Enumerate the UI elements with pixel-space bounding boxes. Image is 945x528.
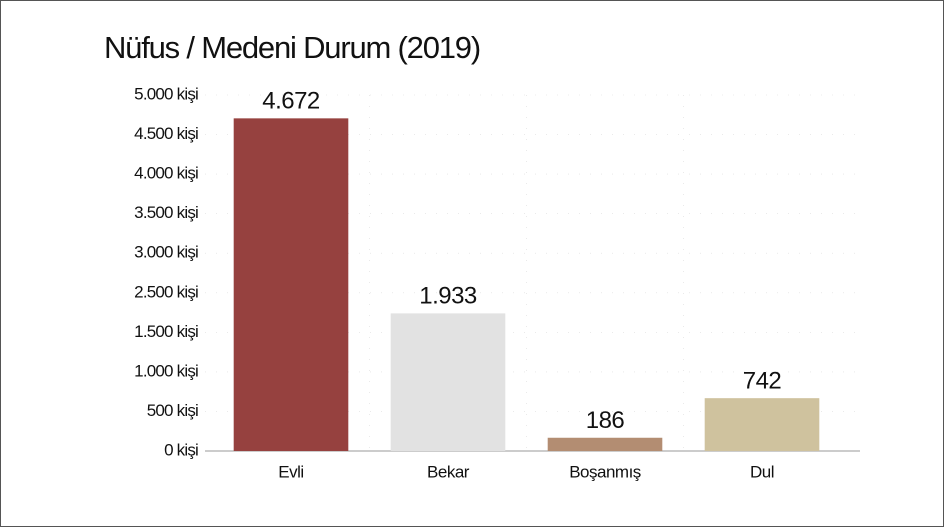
y-tick-label: 1.000 kişi xyxy=(134,361,198,380)
y-tick-label: 4.000 kişi xyxy=(134,164,198,183)
y-tick-label: 1.500 kişi xyxy=(134,322,198,341)
y-tick-label: 3.500 kişi xyxy=(134,203,198,222)
x-tick-label: Dul xyxy=(750,462,774,481)
y-tick-label: 4.500 kişi xyxy=(134,124,198,143)
x-tick-label: Bekar xyxy=(427,462,470,481)
y-tick-label: 5.000 kişi xyxy=(134,84,198,103)
bar xyxy=(233,118,349,451)
y-tick-label: 2.500 kişi xyxy=(134,282,198,301)
value-label: 4.672 xyxy=(262,88,320,115)
bar xyxy=(547,437,663,451)
value-label: 742 xyxy=(743,368,782,395)
x-tick-label: Evli xyxy=(278,462,303,481)
value-label: 1.933 xyxy=(419,283,477,310)
x-tick-label: Boşanmış xyxy=(569,462,641,481)
bar xyxy=(704,398,820,451)
y-tick-label: 3.000 kişi xyxy=(134,243,198,262)
bar xyxy=(390,313,506,451)
y-tick-label: 0 kişi xyxy=(164,440,198,459)
y-tick-label: 500 kişi xyxy=(147,401,198,420)
chart-title: Nüfus / Medeni Durum (2019) xyxy=(104,30,480,65)
value-label: 186 xyxy=(586,407,625,434)
